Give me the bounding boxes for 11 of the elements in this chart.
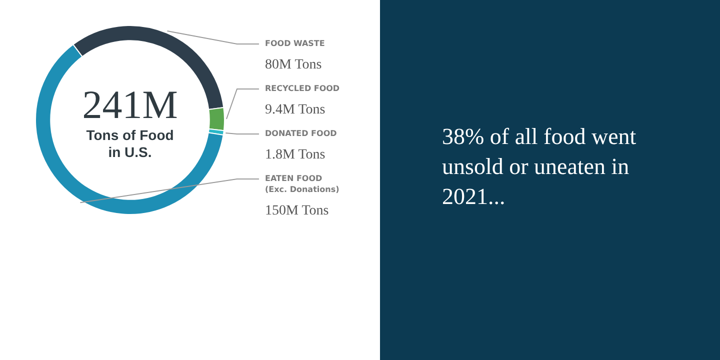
slice-label: DONATED FOOD: [265, 129, 338, 138]
slice-label: EATEN FOOD (Exc. Donations): [265, 174, 340, 194]
text: 241M: [82, 82, 178, 127]
data-label: 80M Tons: [265, 58, 322, 73]
text: Tons of Food in U.S.: [86, 127, 174, 160]
slice-label: FOOD WASTE: [265, 39, 325, 48]
data-label: 150M Tons: [265, 204, 329, 219]
text: 38% of all food went unsold or uneaten in 2021...: [442, 123, 638, 211]
data-label: 1.8M Tons: [265, 148, 326, 163]
slice-label: RECYCLED FOOD: [265, 84, 340, 94]
data-label: 9.4M Tons: [265, 102, 326, 118]
